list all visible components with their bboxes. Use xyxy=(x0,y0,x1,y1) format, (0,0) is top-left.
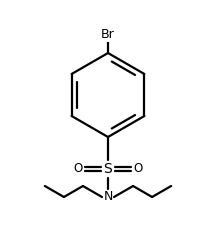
Text: N: N xyxy=(103,190,113,204)
Text: Br: Br xyxy=(101,29,115,41)
Text: O: O xyxy=(73,162,83,176)
Text: S: S xyxy=(104,162,112,176)
Text: O: O xyxy=(133,162,143,176)
